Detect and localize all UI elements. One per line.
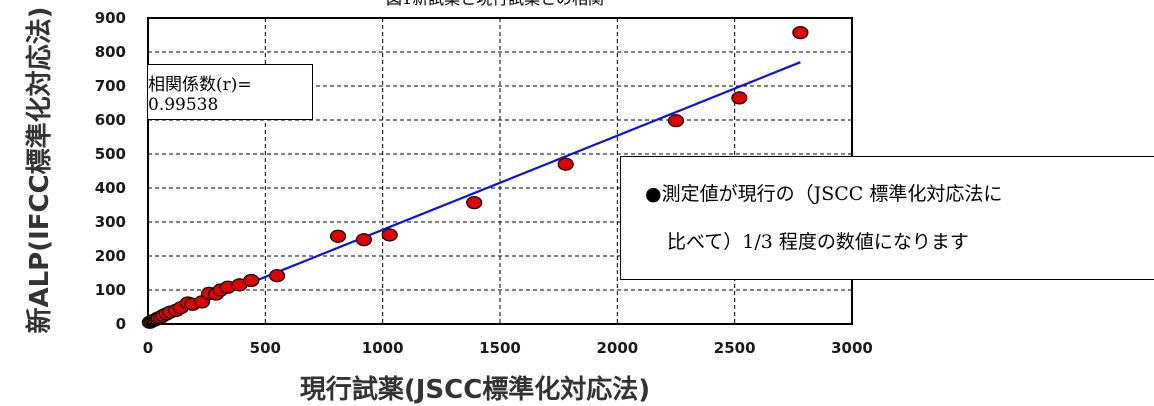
y-tick-label: 400 xyxy=(95,179,126,197)
data-point xyxy=(243,273,260,288)
x-tick-label: 500 xyxy=(250,339,281,357)
data-point xyxy=(557,157,574,171)
x-tick-label: 1500 xyxy=(479,339,521,357)
data-point xyxy=(466,196,483,210)
y-axis-label: 新ALP(IFCC標準化対応法) xyxy=(24,6,55,333)
y-tick-label: 800 xyxy=(95,43,126,61)
data-point xyxy=(792,26,809,40)
x-tick-label: 3000 xyxy=(831,339,873,357)
correlation-box: 相関係数(r)= 0.99538 xyxy=(147,64,313,120)
y-tick-label: 500 xyxy=(95,145,126,163)
note-box: ●測定値が現行の（JSCC 標準化対応法に 比べて）1/3 程度の数値になります xyxy=(620,156,1154,280)
y-tick-label: 700 xyxy=(95,77,126,95)
correlation-text: 相関係数(r)= 0.99538 xyxy=(148,74,252,115)
y-tick-label: 600 xyxy=(95,111,126,129)
data-point xyxy=(329,229,347,243)
x-axis-label: 現行試薬(JSCC標準化対応法) xyxy=(300,374,650,405)
y-tick-labels: 0 100 200 300 400 500 600 700 800 900 xyxy=(95,9,126,333)
y-tick-label: 200 xyxy=(95,247,126,265)
data-point xyxy=(268,269,286,283)
data-point xyxy=(381,228,398,242)
x-tick-label: 2500 xyxy=(714,339,756,357)
y-tick-label: 100 xyxy=(95,281,126,299)
note-line-2: 比べて）1/3 程度の数値になります xyxy=(667,231,969,253)
data-point xyxy=(355,233,372,247)
x-tick-label: 0 xyxy=(143,339,153,357)
y-tick-label: 900 xyxy=(95,9,126,27)
x-tick-label: 1000 xyxy=(362,339,404,357)
data-point xyxy=(731,91,748,105)
data-point xyxy=(667,114,685,128)
x-tick-labels: 0 500 1000 1500 2000 2500 3000 xyxy=(143,339,873,357)
chart-title: 図1新試薬と現行試薬との相関 xyxy=(386,0,604,8)
y-tick-label: 300 xyxy=(95,213,126,231)
note-line-1: ●測定値が現行の（JSCC 標準化対応法に xyxy=(645,183,1003,205)
y-tick-label: 0 xyxy=(116,315,126,333)
x-tick-label: 2000 xyxy=(596,339,638,357)
